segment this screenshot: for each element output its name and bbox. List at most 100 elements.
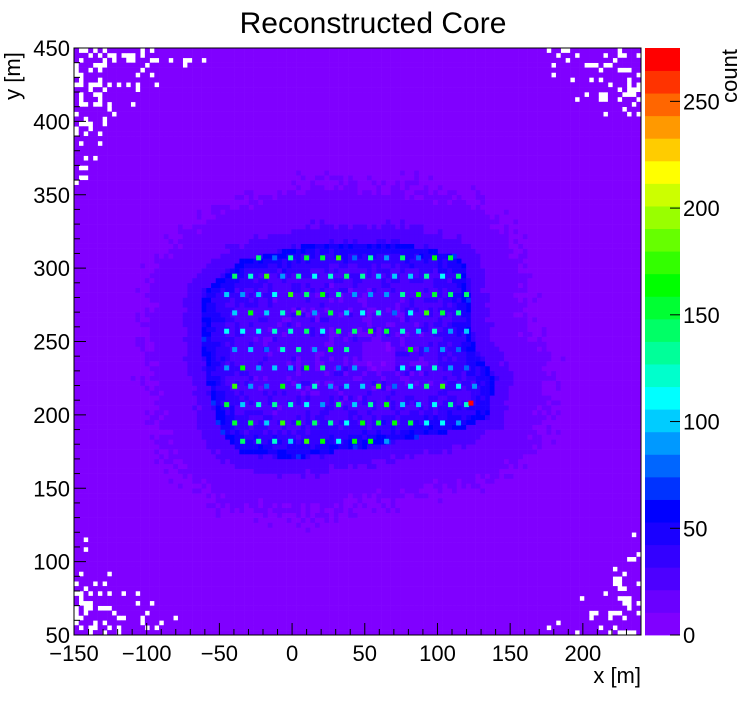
heatmap-bin — [329, 449, 335, 455]
heatmap-bin — [447, 449, 453, 455]
heatmap-bin — [499, 439, 505, 445]
heatmap-bin — [466, 571, 472, 577]
heatmap-bin — [329, 444, 335, 450]
heatmap-bin — [470, 630, 476, 636]
heatmap-bin — [163, 473, 169, 479]
heatmap-bin — [144, 532, 150, 538]
heatmap-bin — [499, 542, 505, 548]
heatmap-bin — [272, 581, 278, 587]
heatmap-bin — [154, 537, 160, 543]
heatmap-bin — [225, 473, 231, 479]
heatmap-bin — [206, 576, 212, 582]
heatmap-bin — [607, 590, 613, 597]
heatmap-bin — [442, 566, 448, 572]
heatmap-bin — [291, 571, 297, 577]
heatmap-bin — [574, 493, 580, 499]
heatmap-bin — [300, 595, 306, 602]
heatmap-bin — [400, 473, 406, 479]
heatmap-bin — [447, 571, 453, 577]
heatmap-bin — [78, 522, 84, 528]
heatmap-bin — [206, 586, 212, 592]
heatmap-bin — [116, 576, 122, 582]
heatmap-bin — [395, 493, 401, 499]
heatmap-bin — [499, 488, 505, 494]
heatmap-bin — [300, 556, 306, 562]
heatmap-bin — [418, 551, 424, 558]
heatmap-bin — [617, 551, 623, 558]
heatmap-bin — [518, 517, 524, 523]
heatmap-bin — [395, 463, 401, 469]
heatmap-bin — [428, 493, 434, 499]
heatmap-bin — [366, 546, 372, 553]
heatmap-bin — [229, 556, 235, 562]
heatmap-bin — [503, 473, 509, 479]
heatmap-bin — [418, 571, 424, 577]
heatmap-bin — [537, 590, 543, 597]
heatmap-bin — [584, 571, 590, 577]
heatmap-bin — [390, 620, 396, 626]
heatmap-bin — [485, 468, 491, 474]
heatmap-bin — [527, 478, 533, 484]
heatmap-bin — [437, 458, 443, 465]
heatmap-bin — [546, 429, 552, 435]
heatmap-bin — [253, 532, 259, 538]
heatmap-bin — [239, 488, 245, 494]
heatmap-bin — [324, 493, 330, 499]
heatmap-bin — [338, 434, 344, 440]
heatmap-bin — [135, 434, 141, 440]
heatmap-bin — [532, 507, 538, 514]
heatmap-bin — [300, 493, 306, 499]
heatmap-bin — [163, 502, 169, 509]
heatmap-bin — [400, 463, 406, 469]
heatmap-bin — [513, 434, 519, 440]
heatmap-bin — [305, 630, 311, 636]
heatmap-bin — [168, 502, 174, 509]
heatmap-bin — [168, 532, 174, 538]
heatmap-bin — [494, 615, 500, 621]
heatmap-bin — [418, 615, 424, 621]
heatmap-bin — [607, 581, 613, 587]
heatmap-bin — [452, 502, 458, 509]
heatmap-bin — [574, 610, 580, 616]
heatmap-bin — [263, 546, 269, 553]
heatmap-bin — [475, 507, 481, 514]
heatmap-bin — [418, 434, 424, 440]
heatmap-bin — [182, 454, 188, 460]
heatmap-bin — [489, 625, 495, 631]
heatmap-bin — [130, 630, 136, 636]
heatmap-bin — [541, 615, 547, 621]
heatmap-bin — [163, 615, 169, 621]
heatmap-bin — [348, 439, 354, 445]
heatmap-bin — [314, 542, 320, 548]
heatmap-bin — [513, 576, 519, 582]
heatmap-bin — [560, 502, 566, 509]
heatmap-bin — [130, 473, 136, 479]
heatmap-bin — [125, 561, 131, 567]
heatmap-bin — [201, 625, 207, 631]
heatmap-bin — [97, 551, 103, 558]
heatmap-bin — [97, 483, 103, 489]
heatmap-bin — [187, 498, 193, 504]
heatmap-bin — [466, 434, 472, 440]
heatmap-bin — [215, 566, 221, 572]
heatmap-bin — [267, 546, 273, 553]
heatmap-bin — [343, 600, 349, 606]
heatmap-bin — [551, 454, 557, 460]
heatmap-bin — [385, 576, 391, 582]
heatmap-bin — [485, 454, 491, 460]
heatmap-bin — [140, 590, 146, 597]
heatmap-bin — [239, 586, 245, 592]
heatmap-bin — [78, 424, 84, 430]
heatmap-bin — [541, 566, 547, 572]
heatmap-bin — [107, 586, 113, 592]
heatmap-bin — [286, 546, 292, 553]
heatmap-bin — [442, 468, 448, 474]
heatmap-bin — [555, 439, 561, 445]
heatmap-bin — [225, 590, 231, 597]
heatmap-bin — [144, 600, 150, 606]
heatmap-bin — [163, 610, 169, 616]
heatmap-bin — [92, 517, 98, 523]
heatmap-bin — [499, 532, 505, 538]
heatmap-bin — [589, 473, 595, 479]
heatmap-bin — [395, 615, 401, 621]
